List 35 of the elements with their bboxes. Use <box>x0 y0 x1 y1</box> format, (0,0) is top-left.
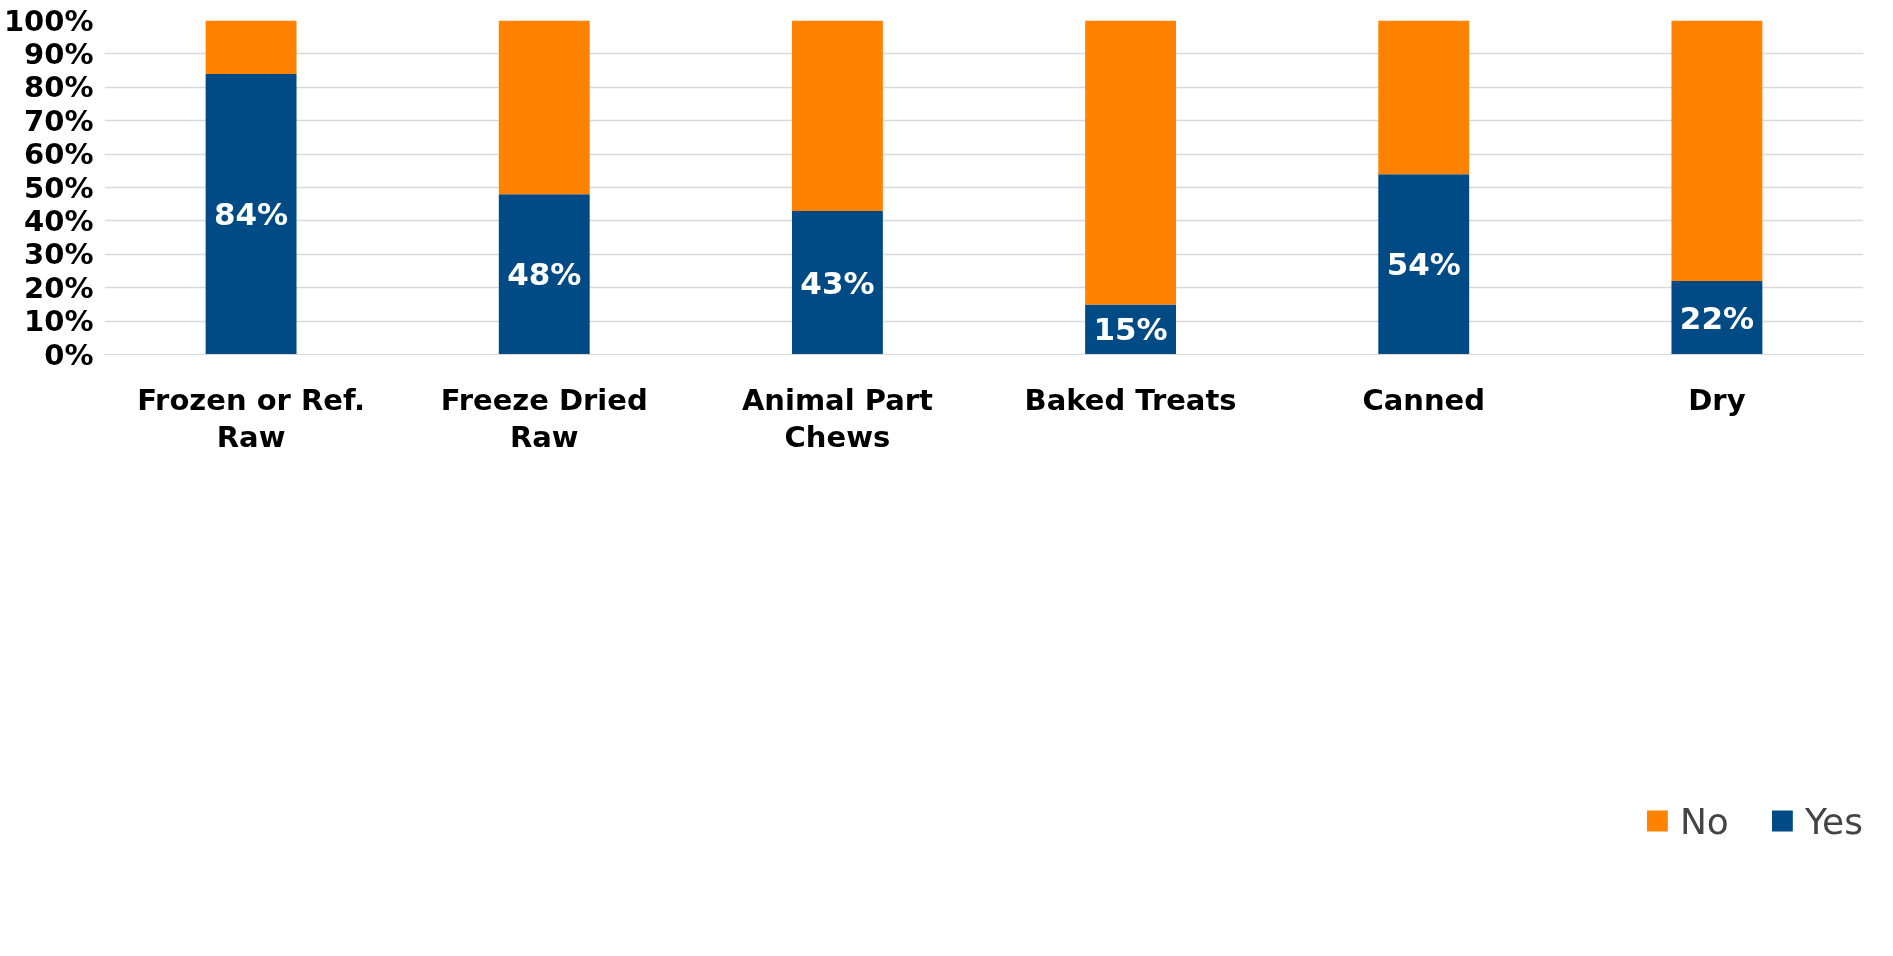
x-tick-label: Dry <box>1688 382 1746 417</box>
y-tick-label: 30% <box>24 237 94 272</box>
data-label: 22% <box>1679 299 1755 336</box>
y-tick-label: 50% <box>24 170 94 205</box>
y-tick-label: 90% <box>24 36 94 71</box>
x-tick-label: Baked Treats <box>1024 382 1237 417</box>
data-label: 48% <box>507 256 582 293</box>
bar <box>791 20 883 211</box>
legend-label: Yes <box>1804 800 1863 842</box>
bar <box>791 210 883 355</box>
data-label: 43% <box>800 264 875 301</box>
data-label: 84% <box>213 196 289 233</box>
bar <box>1085 20 1177 305</box>
x-tick-label: Canned <box>1362 382 1486 417</box>
bar <box>205 20 297 74</box>
x-tick-label: Freeze Dried Raw <box>440 382 648 454</box>
y-tick-label: 60% <box>24 137 94 172</box>
y-tick-label: 40% <box>24 203 94 238</box>
x-tick-label: Frozen or Ref. Raw <box>137 382 366 454</box>
legend-label: No <box>1679 800 1729 842</box>
y-tick-label: 70% <box>24 103 94 138</box>
bar <box>498 20 590 195</box>
y-tick-label: 20% <box>24 270 94 305</box>
data-label: 54% <box>1386 246 1461 283</box>
bar <box>1378 20 1470 175</box>
y-tick-label: 100% <box>3 3 94 38</box>
bar <box>205 73 297 355</box>
x-tick-label: Animal Part Chews <box>741 382 934 454</box>
bar <box>1671 20 1763 282</box>
data-label: 15% <box>1093 311 1168 348</box>
bar <box>498 194 590 355</box>
bar <box>1378 174 1470 355</box>
y-tick-label: 10% <box>24 304 94 339</box>
y-tick-label: 0% <box>44 337 94 372</box>
y-tick-label: 80% <box>24 70 94 105</box>
